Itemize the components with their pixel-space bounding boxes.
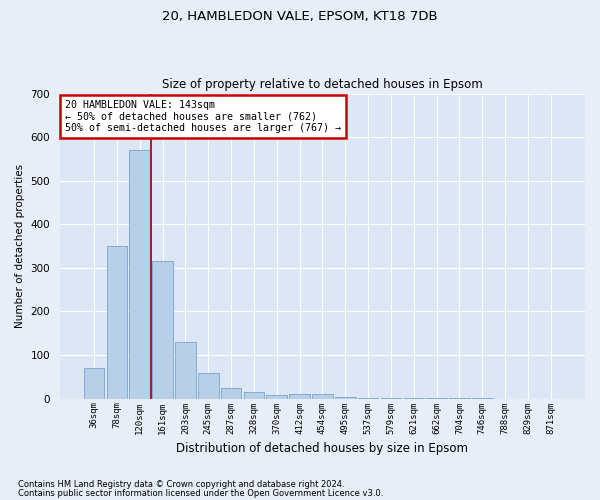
Text: 20, HAMBLEDON VALE, EPSOM, KT18 7DB: 20, HAMBLEDON VALE, EPSOM, KT18 7DB bbox=[162, 10, 438, 23]
Bar bbox=[221, 388, 241, 398]
Text: Contains HM Land Registry data © Crown copyright and database right 2024.: Contains HM Land Registry data © Crown c… bbox=[18, 480, 344, 489]
X-axis label: Distribution of detached houses by size in Epsom: Distribution of detached houses by size … bbox=[176, 442, 469, 455]
Text: Contains public sector information licensed under the Open Government Licence v3: Contains public sector information licen… bbox=[18, 490, 383, 498]
Bar bbox=[312, 394, 333, 398]
Bar bbox=[130, 150, 150, 398]
Bar bbox=[289, 394, 310, 398]
Bar bbox=[198, 374, 218, 398]
Bar bbox=[244, 392, 264, 398]
Bar bbox=[266, 395, 287, 398]
Y-axis label: Number of detached properties: Number of detached properties bbox=[15, 164, 25, 328]
Bar bbox=[152, 262, 173, 398]
Bar bbox=[175, 342, 196, 398]
Bar bbox=[107, 246, 127, 398]
Text: 20 HAMBLEDON VALE: 143sqm
← 50% of detached houses are smaller (762)
50% of semi: 20 HAMBLEDON VALE: 143sqm ← 50% of detac… bbox=[65, 100, 341, 133]
Title: Size of property relative to detached houses in Epsom: Size of property relative to detached ho… bbox=[162, 78, 483, 91]
Bar bbox=[84, 368, 104, 398]
